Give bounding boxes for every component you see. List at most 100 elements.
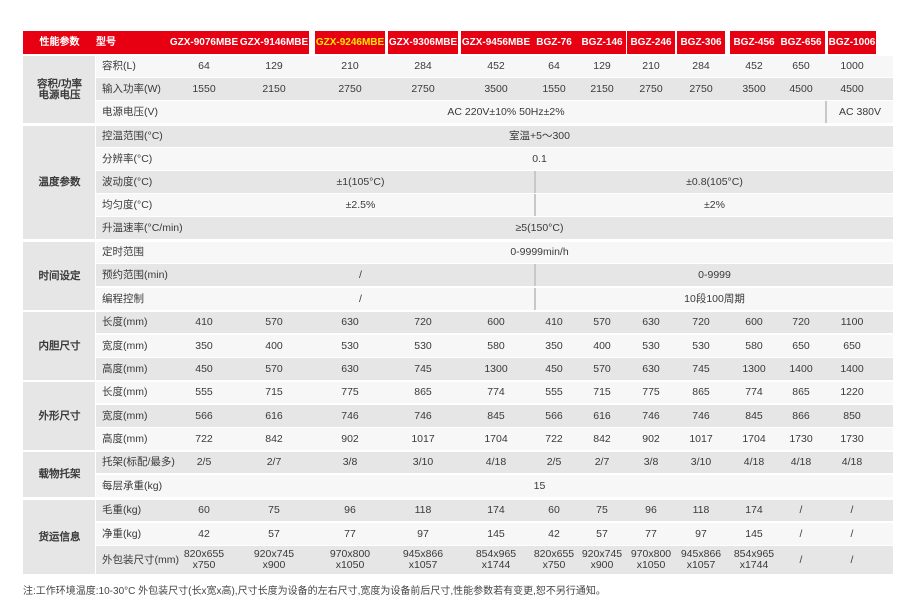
row-label: 高度(mm) bbox=[102, 362, 148, 375]
row-label: 预约范围(min) bbox=[102, 268, 168, 281]
group-divider bbox=[23, 380, 893, 382]
table-cell: 866 bbox=[792, 409, 810, 422]
table-cell: 42 bbox=[548, 527, 560, 540]
table-cell: 600 bbox=[745, 316, 763, 328]
table-cell: 2150 bbox=[590, 82, 614, 95]
table-cell: 650 bbox=[792, 60, 810, 72]
group-label: 内胆尺寸 bbox=[23, 312, 96, 380]
group-divider bbox=[23, 450, 893, 452]
table-cell: 820x655 x750 bbox=[533, 548, 575, 571]
table-cell-span: ±2.5% bbox=[345, 198, 376, 211]
row-label: 长度(mm) bbox=[102, 386, 148, 398]
group-label: 时间设定 bbox=[23, 242, 96, 310]
table-cell: 3/8 bbox=[342, 456, 358, 468]
table-cell: 1550 bbox=[542, 82, 566, 95]
table-cell: 650 bbox=[843, 339, 861, 352]
table-cell: 97 bbox=[417, 527, 429, 540]
row-label: 编程控制 bbox=[102, 292, 144, 305]
table-cell: 865 bbox=[414, 386, 432, 398]
table-cell: / bbox=[850, 527, 854, 540]
table-cell: 616 bbox=[593, 409, 611, 422]
table-cell: 842 bbox=[265, 432, 283, 445]
table-cell: 210 bbox=[341, 60, 359, 72]
table-cell: 600 bbox=[487, 316, 505, 328]
table-cell: 775 bbox=[642, 386, 660, 398]
table-cell: 145 bbox=[745, 527, 763, 540]
group-label: 货运信息 bbox=[23, 500, 96, 574]
table-cell: 450 bbox=[545, 362, 563, 375]
table-cell-span: 15 bbox=[533, 479, 546, 492]
table-cell: 945x866 x1057 bbox=[402, 548, 444, 571]
table-row bbox=[96, 171, 893, 193]
table-cell: 720 bbox=[692, 316, 710, 328]
table-cell: 1730 bbox=[789, 432, 813, 445]
table-cell: 60 bbox=[198, 504, 210, 516]
group-divider bbox=[23, 124, 893, 126]
row-label: 高度(mm) bbox=[102, 432, 148, 445]
table-cell: 970x800 x1050 bbox=[630, 548, 672, 571]
header-model-bgz-246: BGZ-246 bbox=[627, 31, 675, 54]
spec-table: 性能参数 型号 GZX-9076MBE GZX-9146MBE GZX-9246MBE G… bbox=[23, 31, 893, 575]
table-row bbox=[96, 546, 893, 574]
table-cell: 865 bbox=[792, 386, 810, 398]
column-divider bbox=[534, 171, 536, 193]
table-cell: 129 bbox=[593, 60, 611, 72]
column-divider bbox=[534, 288, 536, 310]
table-cell-span: ±0.8(105°C) bbox=[686, 175, 743, 188]
row-label: 控温范围(°C) bbox=[102, 130, 163, 142]
table-cell: 555 bbox=[195, 386, 213, 398]
table-row bbox=[96, 428, 893, 450]
table-cell-span: AC 380V bbox=[838, 105, 882, 118]
table-cell: 452 bbox=[487, 60, 505, 72]
table-cell: 1000 bbox=[840, 60, 864, 72]
table-cell: 746 bbox=[414, 409, 432, 422]
table-cell: 2750 bbox=[411, 82, 435, 95]
row-label: 电源电压(V) bbox=[102, 105, 158, 118]
table-cell: 2/5 bbox=[546, 456, 562, 468]
table-cell: 570 bbox=[265, 362, 283, 375]
row-label: 容积(L) bbox=[102, 60, 136, 72]
table-cell: 4/18 bbox=[743, 456, 765, 468]
row-label: 长度(mm) bbox=[102, 316, 148, 328]
table-cell: 570 bbox=[593, 316, 611, 328]
table-row bbox=[96, 500, 893, 521]
table-row bbox=[96, 194, 893, 216]
row-label: 净重(kg) bbox=[102, 527, 142, 540]
table-row bbox=[96, 405, 893, 427]
table-cell: 746 bbox=[692, 409, 710, 422]
table-cell: 350 bbox=[545, 339, 563, 352]
table-cell: 210 bbox=[642, 60, 660, 72]
table-cell: 174 bbox=[487, 504, 505, 516]
header-model-bgz-1006: BGZ-1006 bbox=[828, 31, 876, 54]
table-cell: 118 bbox=[414, 504, 432, 516]
row-label: 宽度(mm) bbox=[102, 339, 148, 352]
table-cell: 42 bbox=[198, 527, 210, 540]
table-cell: 722 bbox=[195, 432, 213, 445]
table-cell: 1704 bbox=[742, 432, 766, 445]
table-row bbox=[96, 242, 893, 263]
table-cell: 3/10 bbox=[412, 456, 434, 468]
table-cell: 2750 bbox=[689, 82, 713, 95]
table-cell: 555 bbox=[545, 386, 563, 398]
table-cell-span: 10段100周期 bbox=[684, 292, 745, 305]
table-cell: 902 bbox=[642, 432, 660, 445]
table-cell: 400 bbox=[265, 339, 283, 352]
table-cell-span: / bbox=[359, 292, 362, 305]
table-cell: 570 bbox=[593, 362, 611, 375]
table-cell: 850 bbox=[843, 409, 861, 422]
table-cell: 96 bbox=[344, 504, 356, 516]
group-label: 外形尺寸 bbox=[23, 382, 96, 450]
header-model-gzx-9146mbe: GZX-9146MBE bbox=[239, 31, 309, 54]
table-row bbox=[96, 312, 893, 333]
table-row bbox=[96, 217, 893, 239]
table-cell: 580 bbox=[745, 339, 763, 352]
header-model-gzx-9456mbe: GZX-9456MBE bbox=[461, 31, 531, 54]
table-cell: 945x866 x1057 bbox=[680, 548, 722, 571]
table-cell: 410 bbox=[545, 316, 563, 328]
table-row bbox=[96, 148, 893, 170]
table-cell: 60 bbox=[548, 504, 560, 516]
group-divider bbox=[23, 240, 893, 242]
table-cell: 3500 bbox=[742, 82, 766, 95]
table-cell: 4/18 bbox=[790, 456, 812, 468]
row-label: 输入功率(W) bbox=[102, 82, 161, 95]
